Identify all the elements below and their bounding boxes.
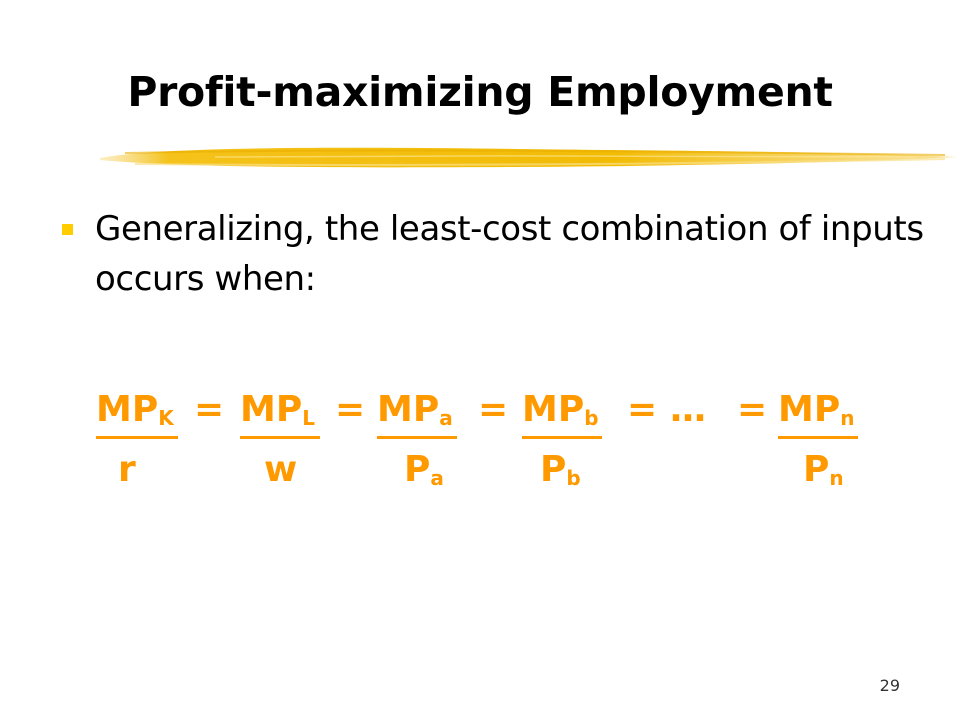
- denominator-p-b: Pb: [540, 449, 581, 490]
- equals-sign: =: [335, 389, 366, 430]
- fraction-bar: [778, 436, 858, 439]
- equals-sign: =: [627, 389, 658, 430]
- fraction-bar: [96, 436, 178, 439]
- page-number: 29: [879, 676, 900, 695]
- square-bullet-icon: [62, 224, 73, 235]
- fraction-bar: [377, 436, 457, 439]
- equals-sign: =: [194, 389, 225, 430]
- brush-stroke-underline: [100, 147, 957, 168]
- fraction-bar: [522, 436, 602, 439]
- fraction-bar: [240, 436, 320, 439]
- equals-sign: =: [737, 389, 768, 430]
- denominator-p-n: Pn: [803, 449, 844, 490]
- numerator-mp-n: MPn: [778, 389, 855, 430]
- numerator-mp-k: MPK: [96, 389, 174, 430]
- denominator-w: w: [264, 449, 298, 490]
- ellipsis: …: [670, 389, 706, 430]
- numerator-mp-b: MPb: [522, 389, 599, 430]
- numerator-mp-a: MPa: [377, 389, 453, 430]
- denominator-r: r: [118, 449, 136, 490]
- slide-title: Profit-maximizing Employment: [127, 68, 833, 116]
- numerator-mp-l: MPL: [240, 389, 315, 430]
- equals-sign: =: [478, 389, 509, 430]
- bullet-text: Generalizing, the least-cost combination…: [95, 209, 924, 299]
- denominator-p-a: Pa: [404, 449, 444, 490]
